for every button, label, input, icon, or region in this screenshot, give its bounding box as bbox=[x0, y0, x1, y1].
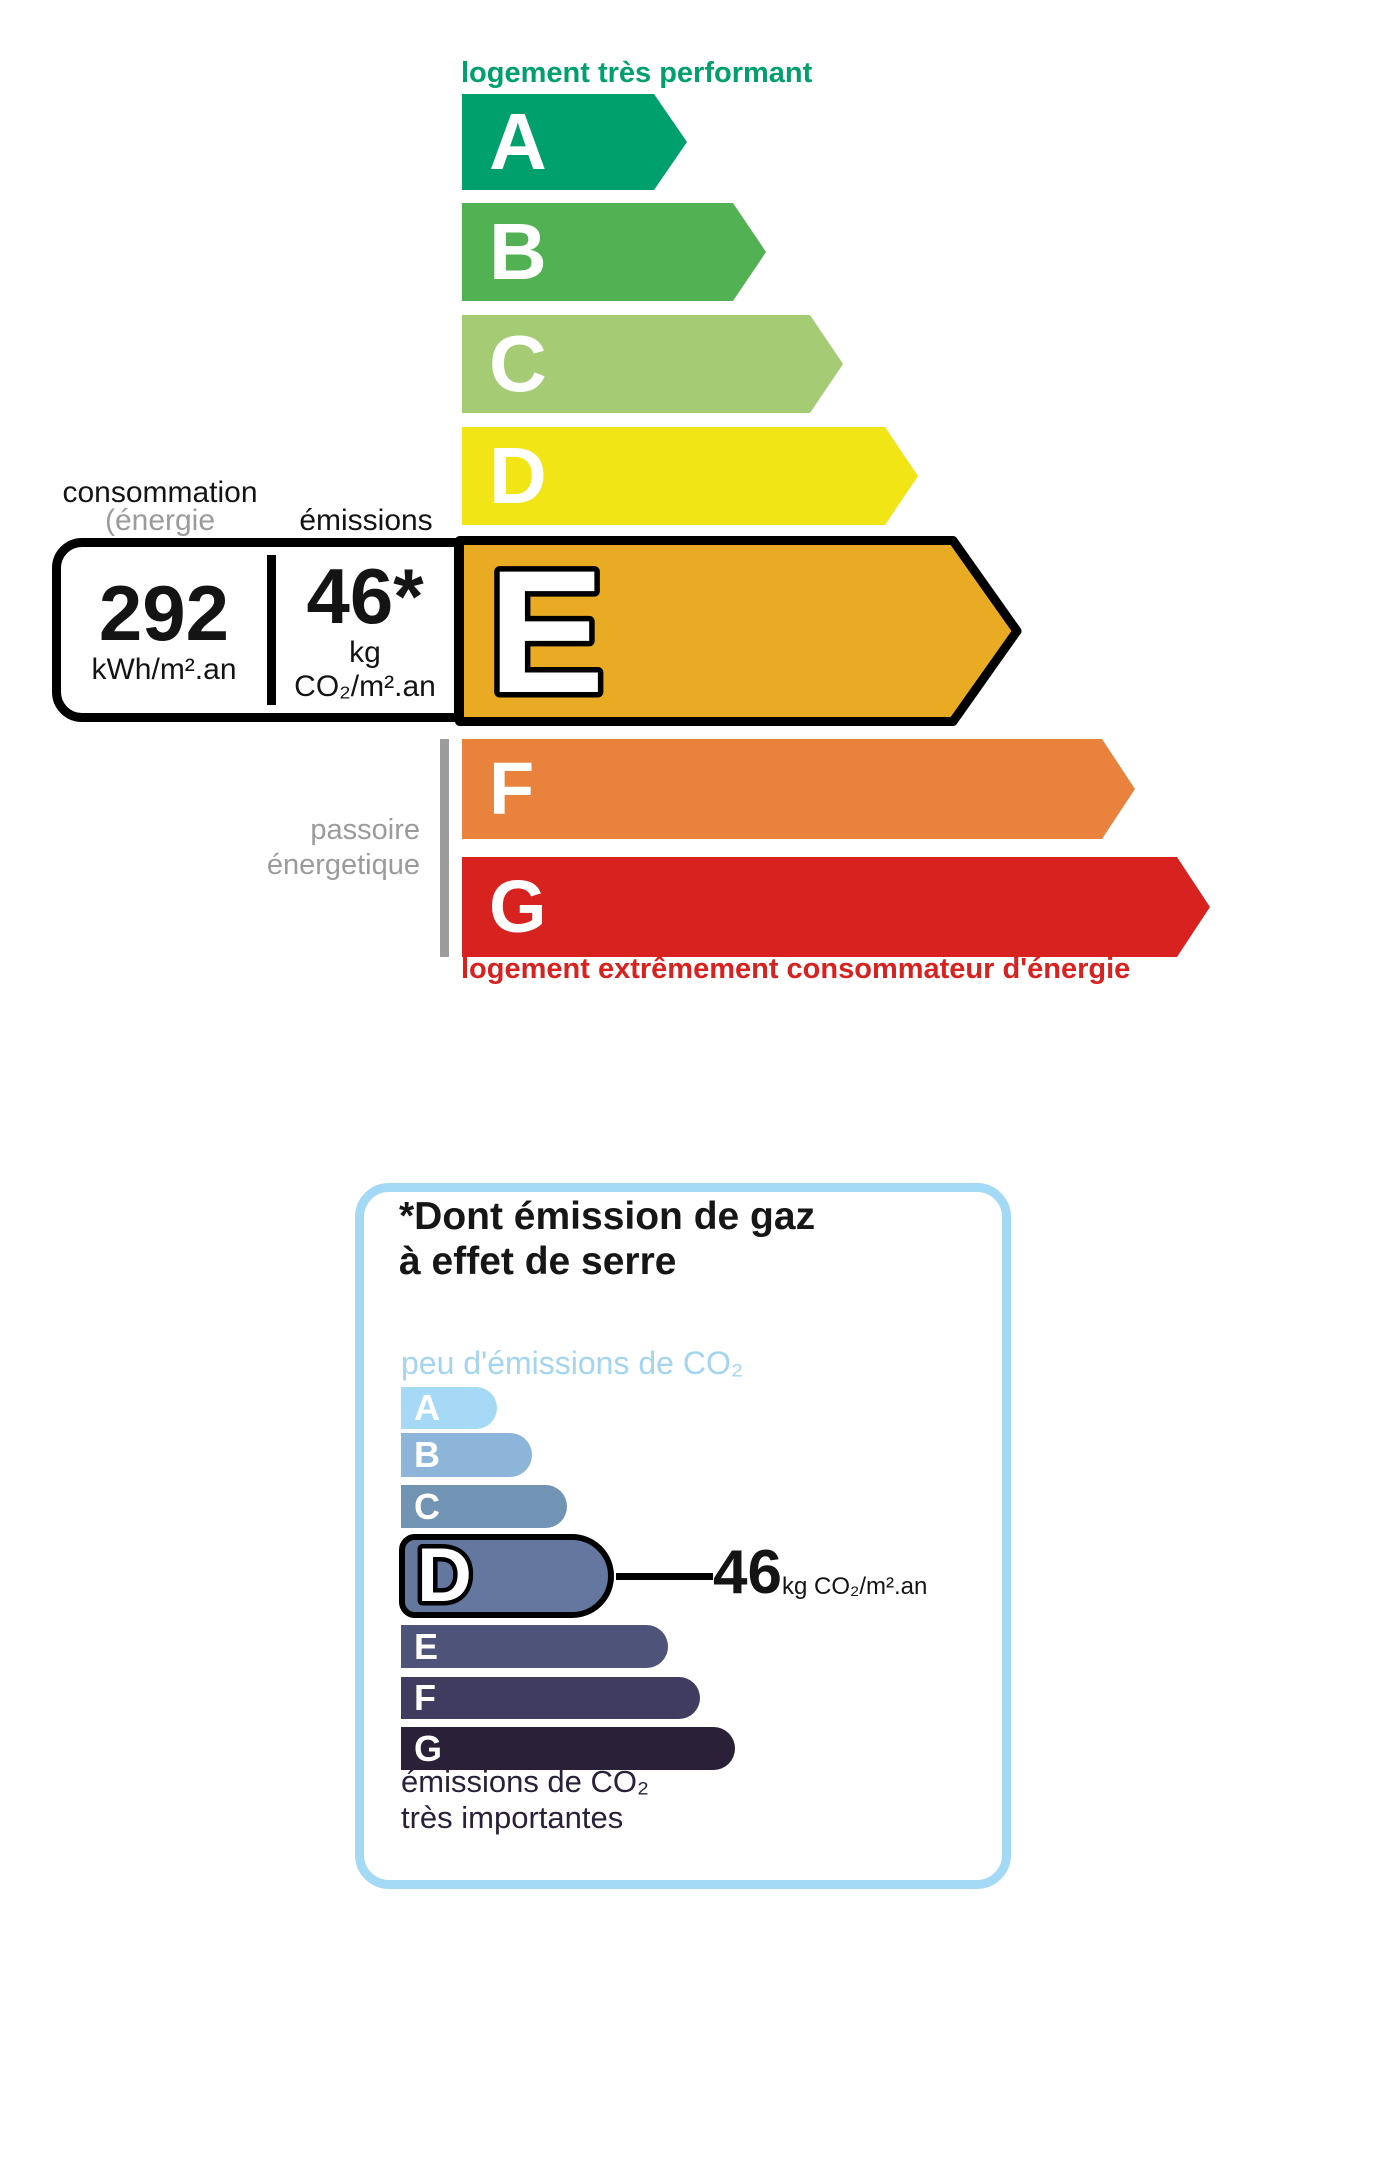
co2-class-c-bar: C bbox=[401, 1485, 567, 1528]
co2-high-emissions-label-line1: émissions de CO₂ bbox=[401, 1764, 650, 1799]
co2-class-a-bar: A bbox=[401, 1387, 497, 1429]
co2-low-emissions-label: peu d'émissions de CO₂ bbox=[401, 1345, 744, 1381]
energy-class-e-shape bbox=[455, 536, 1022, 726]
emissions-value-cell: 46* kg CO₂/m².an bbox=[276, 538, 454, 722]
co2-class-b-letter: B bbox=[414, 1434, 440, 1475]
emissions-label: émissions bbox=[299, 504, 433, 537]
energy-sieve-bracket bbox=[440, 739, 449, 957]
co2-class-b-bar: B bbox=[401, 1433, 532, 1477]
co2-panel-title: *Dont émission de gaz à effet de serre bbox=[399, 1194, 815, 1284]
energy-class-b-arrow: B bbox=[462, 203, 766, 301]
co2-class-g-letter: G bbox=[414, 1728, 443, 1769]
co2-class-g-bar: G bbox=[401, 1727, 735, 1770]
energy-class-c-arrow: C bbox=[462, 315, 843, 413]
energy-class-d-letter: D bbox=[489, 431, 547, 520]
co2-class-f-bar: F bbox=[401, 1677, 700, 1719]
values-box-divider bbox=[267, 555, 276, 705]
co2-panel-title-line1: *Dont émission de gaz bbox=[399, 1195, 816, 1238]
energy-class-e-arrow: E bbox=[455, 536, 1022, 726]
emissions-unit: kg CO₂/m².an bbox=[294, 636, 436, 703]
co2-class-f-letter: F bbox=[414, 1677, 436, 1718]
co2-class-d-letter-svg: D bbox=[413, 1529, 477, 1623]
high-consumption-label: logement extrêmement consommateur d'éner… bbox=[461, 953, 1131, 985]
co2-value-unit: kg CO₂/m².an bbox=[782, 1573, 928, 1600]
energy-class-e-letter: E bbox=[488, 536, 605, 726]
energy-sieve-label-line2: énergetique bbox=[266, 849, 420, 881]
consumption-unit: kWh/m².an bbox=[91, 653, 237, 686]
co2-high-emissions-label-line2: très importantes bbox=[401, 1800, 624, 1835]
energy-class-d-arrow: D bbox=[462, 427, 918, 525]
consumption-value-cell: 292 kWh/m².an bbox=[61, 538, 267, 722]
energy-class-a-letter: A bbox=[489, 97, 547, 186]
co2-class-a-letter: A bbox=[414, 1387, 440, 1428]
top-performance-label: logement très performant bbox=[461, 57, 813, 89]
co2-panel-title-line2: à effet de serre bbox=[399, 1240, 677, 1283]
consumption-label: consommation bbox=[62, 476, 258, 509]
energy-class-g-arrow: G bbox=[462, 857, 1210, 957]
energy-sieve-label-line1: passoire bbox=[310, 814, 420, 846]
co2-value-connector-line bbox=[616, 1573, 713, 1580]
co2-value: 46 bbox=[713, 1538, 782, 1607]
energy-class-f-letter: F bbox=[489, 747, 535, 830]
energy-class-c-letter: C bbox=[489, 319, 547, 408]
co2-class-c-letter: C bbox=[414, 1486, 440, 1527]
co2-class-e-bar: E bbox=[401, 1625, 668, 1668]
consumption-value: 292 bbox=[98, 569, 230, 657]
energy-class-g-letter: G bbox=[489, 865, 547, 948]
energy-class-f-arrow: F bbox=[462, 739, 1135, 839]
co2-high-emissions-label: émissions de CO₂ très importantes bbox=[401, 1764, 649, 1836]
emissions-value: 46* bbox=[306, 552, 424, 640]
co2-class-d-letter: D bbox=[417, 1540, 472, 1612]
co2-class-d-bar-selected: D bbox=[399, 1529, 614, 1623]
energy-sieve-label: passoire énergetique bbox=[180, 813, 420, 883]
energy-class-b-letter: B bbox=[489, 207, 547, 296]
energy-class-a-arrow: A bbox=[462, 94, 687, 190]
co2-class-e-letter: E bbox=[414, 1626, 439, 1667]
